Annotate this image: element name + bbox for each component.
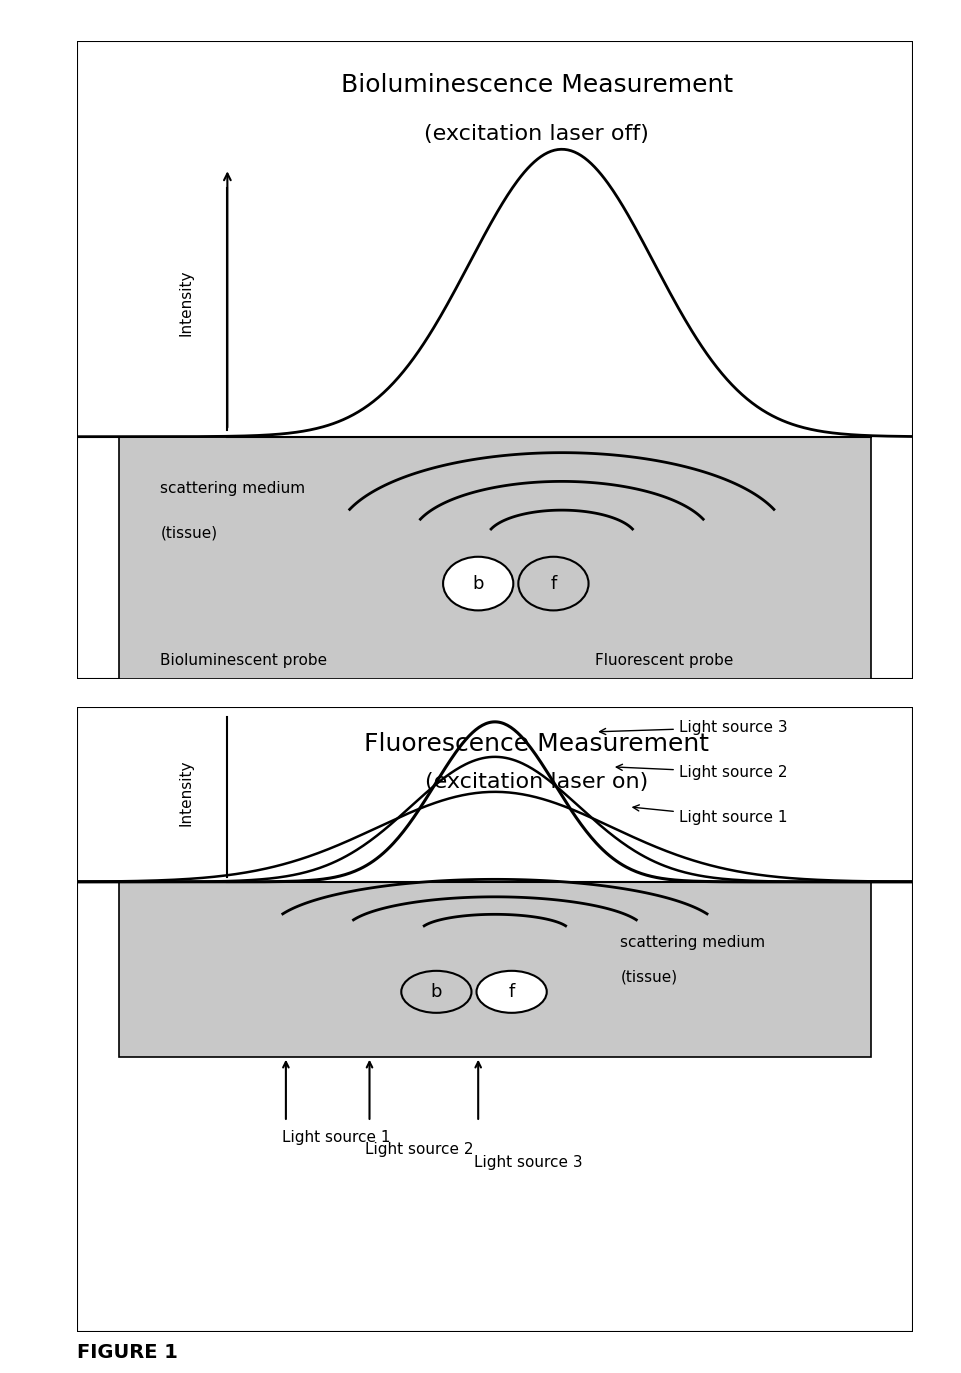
Circle shape xyxy=(402,971,472,1013)
Bar xyxy=(119,437,872,680)
Text: Light source 2: Light source 2 xyxy=(365,1142,474,1157)
Text: f: f xyxy=(508,983,515,1001)
Text: FIGURE 1: FIGURE 1 xyxy=(77,1343,178,1362)
Text: Light source 3: Light source 3 xyxy=(474,1155,582,1170)
Circle shape xyxy=(477,971,547,1013)
Text: (excitation laser off): (excitation laser off) xyxy=(424,124,650,144)
Text: (tissue): (tissue) xyxy=(160,526,217,541)
Text: b: b xyxy=(473,575,484,593)
Text: Light source 3: Light source 3 xyxy=(600,719,787,735)
Text: Bioluminescent probe: Bioluminescent probe xyxy=(160,654,328,669)
Text: Bioluminescence Measurement: Bioluminescence Measurement xyxy=(340,73,733,97)
Text: Intensity: Intensity xyxy=(178,759,193,825)
Text: Light source 1: Light source 1 xyxy=(282,1130,390,1145)
Text: scattering medium: scattering medium xyxy=(621,935,766,950)
Text: (tissue): (tissue) xyxy=(621,969,678,984)
Text: Intensity: Intensity xyxy=(178,269,193,336)
Circle shape xyxy=(443,557,513,611)
Text: Light source 2: Light source 2 xyxy=(616,765,787,780)
Text: (excitation laser on): (excitation laser on) xyxy=(425,772,649,792)
Text: scattering medium: scattering medium xyxy=(160,481,306,496)
Text: Light source 1: Light source 1 xyxy=(633,805,787,825)
Text: b: b xyxy=(431,983,442,1001)
Bar xyxy=(119,881,872,1057)
Text: f: f xyxy=(551,575,556,593)
Text: Fluorescence Measurement: Fluorescence Measurement xyxy=(364,732,709,757)
Text: Fluorescent probe: Fluorescent probe xyxy=(595,654,733,669)
Circle shape xyxy=(518,557,588,611)
